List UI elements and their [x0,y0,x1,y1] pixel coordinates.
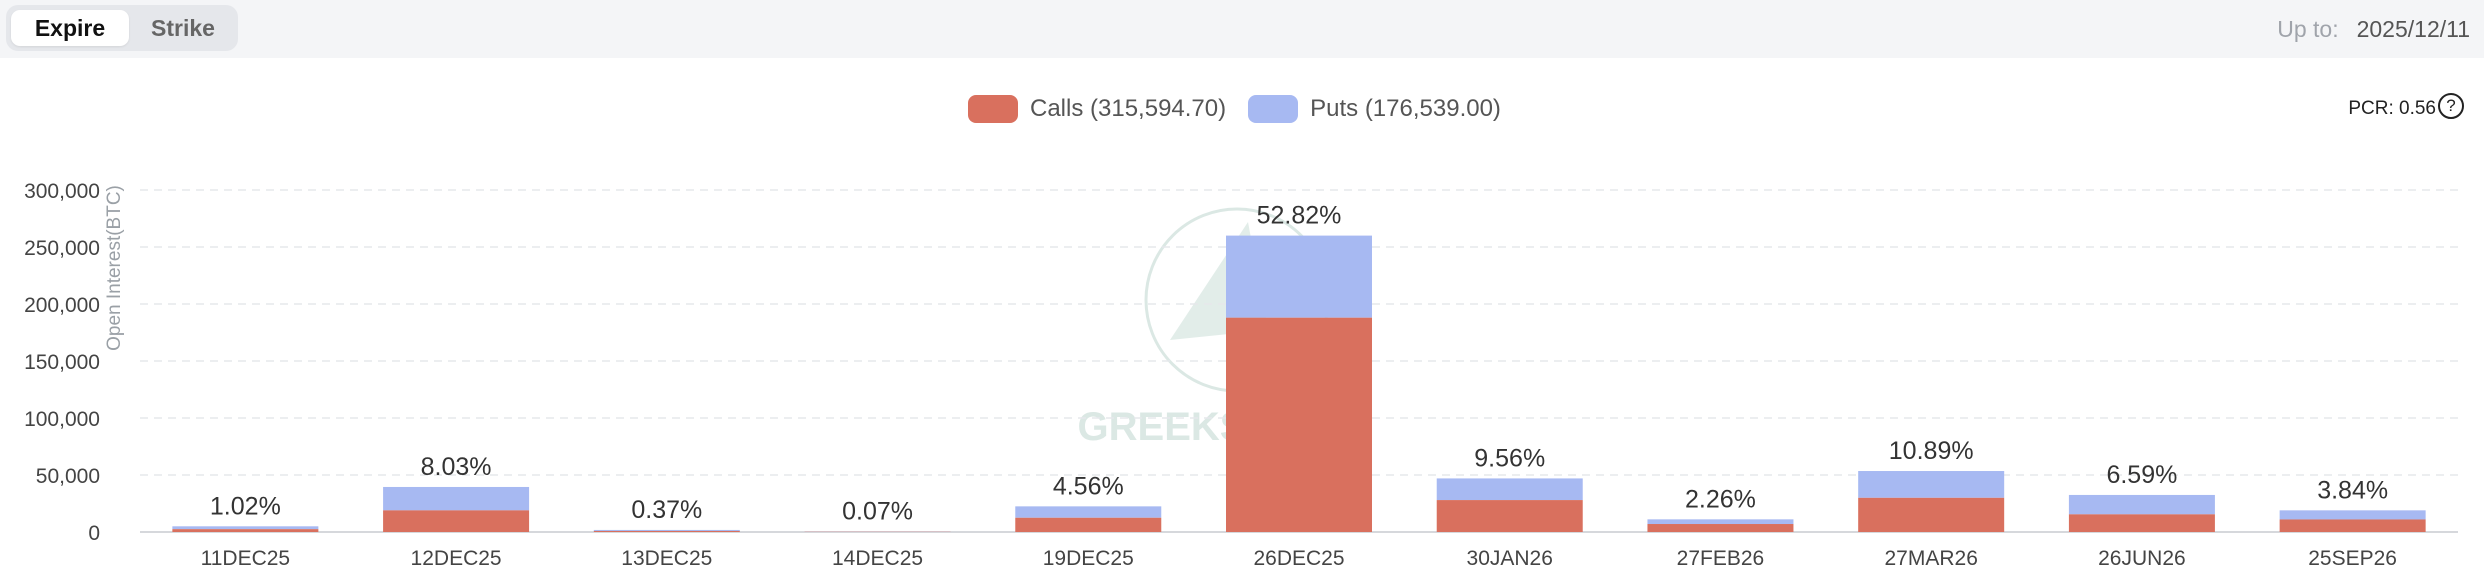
x-tick-label: 30JAN26 [1467,547,1553,570]
puts-bar[interactable] [2068,494,2215,515]
calls-bar[interactable] [1436,500,1583,532]
calls-bar[interactable] [1858,497,2005,532]
y-axis-label: Open Interest(BTC) [104,185,125,351]
pcr-value: PCR: 0.56 [2348,98,2436,119]
x-tick-label: 25SEP26 [2308,547,2397,570]
bar-percent-label: 8.03% [421,453,492,481]
calls-bar[interactable] [593,530,740,532]
legend-puts[interactable]: Puts (176,539.00) [1248,95,1501,123]
bar-percent-label: 4.56% [1053,472,1124,500]
puts-bar[interactable] [1647,519,1794,525]
calls-bar[interactable] [1647,524,1794,532]
x-tick-label: 11DEC25 [201,547,291,570]
x-tick-label: 26DEC25 [1253,547,1344,570]
x-tick-label: 12DEC25 [411,547,502,570]
help-icon[interactable]: ? [2438,93,2464,119]
y-tick-label: 150,000 [24,351,100,374]
bar-percent-label: 1.02% [210,492,281,520]
up-to-value[interactable]: 2025/12/11 [2356,16,2470,42]
bar-percent-label: 52.82% [1257,202,1342,230]
y-tick-label: 0 [88,522,100,545]
calls-bar[interactable] [1226,317,1372,532]
x-tick-label: 19DEC25 [1043,547,1134,570]
calls-bar[interactable] [172,529,319,532]
puts-swatch [1248,95,1299,123]
x-tick-label: 27FEB26 [1677,547,1765,570]
top-bar: Expire Strike Up to: 2025/12/11 [0,0,2484,58]
y-tick-label: 100,000 [24,408,100,431]
up-to-label: Up to: [2277,16,2339,42]
puts-bar[interactable] [1436,478,1583,501]
puts-bar[interactable] [1858,471,2005,498]
legend-calls[interactable]: Calls (315,594.70) [968,95,1226,123]
legend-calls-label: Calls (315,594.70) [1030,95,1227,122]
view-toggle: Expire Strike [6,5,238,51]
chart-legend: Calls (315,594.70) Puts (176,539.00) [968,92,1523,126]
y-tick-label: 200,000 [24,294,100,317]
bar-percent-label: 9.56% [1474,444,1545,472]
y-tick-label: 250,000 [24,237,100,260]
bar-percent-label: 0.07% [842,498,913,526]
calls-bar[interactable] [1015,517,1162,532]
x-tick-label: 26JUN26 [2098,547,2186,570]
up-to-date: Up to: 2025/12/11 [2277,14,2470,44]
puts-bar[interactable] [383,486,530,511]
calls-bar[interactable] [2068,514,2215,532]
bar-percent-label: 0.37% [631,496,702,524]
puts-bar[interactable] [593,529,740,531]
y-tick-label: 300,000 [24,180,100,203]
puts-bar[interactable] [1015,506,1162,518]
tab-expire[interactable]: Expire [11,10,129,46]
bar-percent-label: 3.84% [2317,476,2388,504]
puts-bar[interactable] [1226,235,1372,318]
bar-percent-label: 6.59% [2106,461,2177,489]
tab-strike[interactable]: Strike [151,15,215,41]
calls-bar[interactable] [383,510,530,532]
x-tick-label: 27MAR26 [1884,547,1977,570]
bar-percent-label: 2.26% [1685,485,1756,513]
calls-swatch [968,95,1018,123]
puts-bar[interactable] [172,526,319,530]
calls-bar[interactable] [2279,519,2426,532]
puts-bar[interactable] [2279,510,2426,520]
bar-percent-label: 10.89% [1889,437,1974,465]
y-tick-label: 50,000 [36,465,100,488]
legend-puts-label: Puts (176,539.00) [1310,95,1501,122]
x-tick-label: 13DEC25 [621,547,712,570]
x-tick-label: 14DEC25 [832,547,923,570]
